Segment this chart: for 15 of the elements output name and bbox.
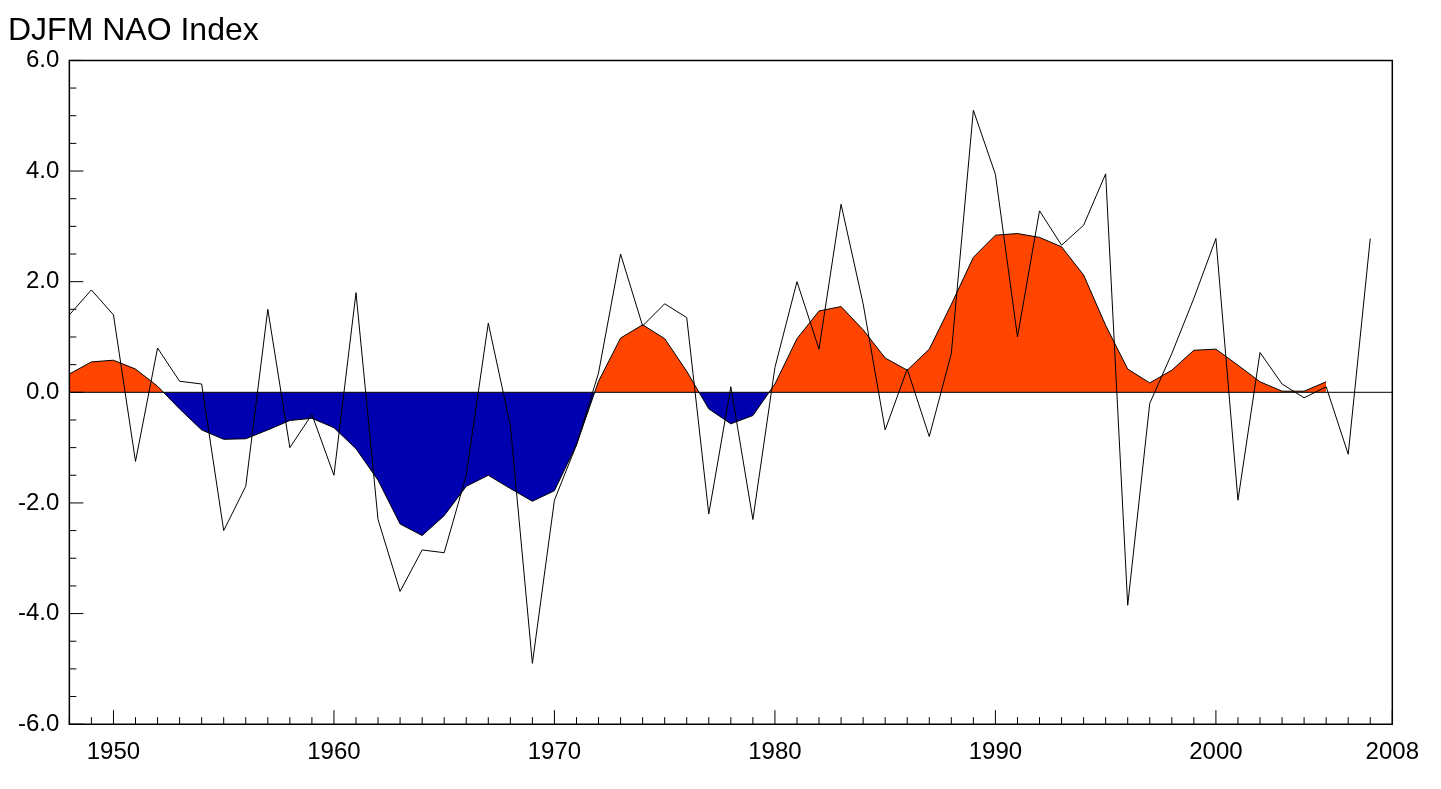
y-tick-label: 4.0 xyxy=(25,155,60,183)
x-tick-label: 2000 xyxy=(1189,737,1243,765)
x-tick-label: 1950 xyxy=(86,737,141,765)
y-tick-label: -6.0 xyxy=(18,708,60,736)
x-tick-label: 1970 xyxy=(527,737,582,765)
x-tick-label: 1990 xyxy=(968,737,1023,765)
x-tick-label: 1980 xyxy=(748,737,802,765)
y-tick-label: -2.0 xyxy=(18,487,60,515)
y-tick-label: 6.0 xyxy=(25,45,60,73)
y-tick-label: -4.0 xyxy=(18,598,60,626)
x-tick-label: 1960 xyxy=(307,737,361,765)
x-tick-label: 2008 xyxy=(1365,737,1419,765)
y-tick-label: 2.0 xyxy=(25,266,60,294)
y-tick-label: 0.0 xyxy=(25,376,60,404)
chart-title: DJFM NAO Index xyxy=(8,11,259,48)
